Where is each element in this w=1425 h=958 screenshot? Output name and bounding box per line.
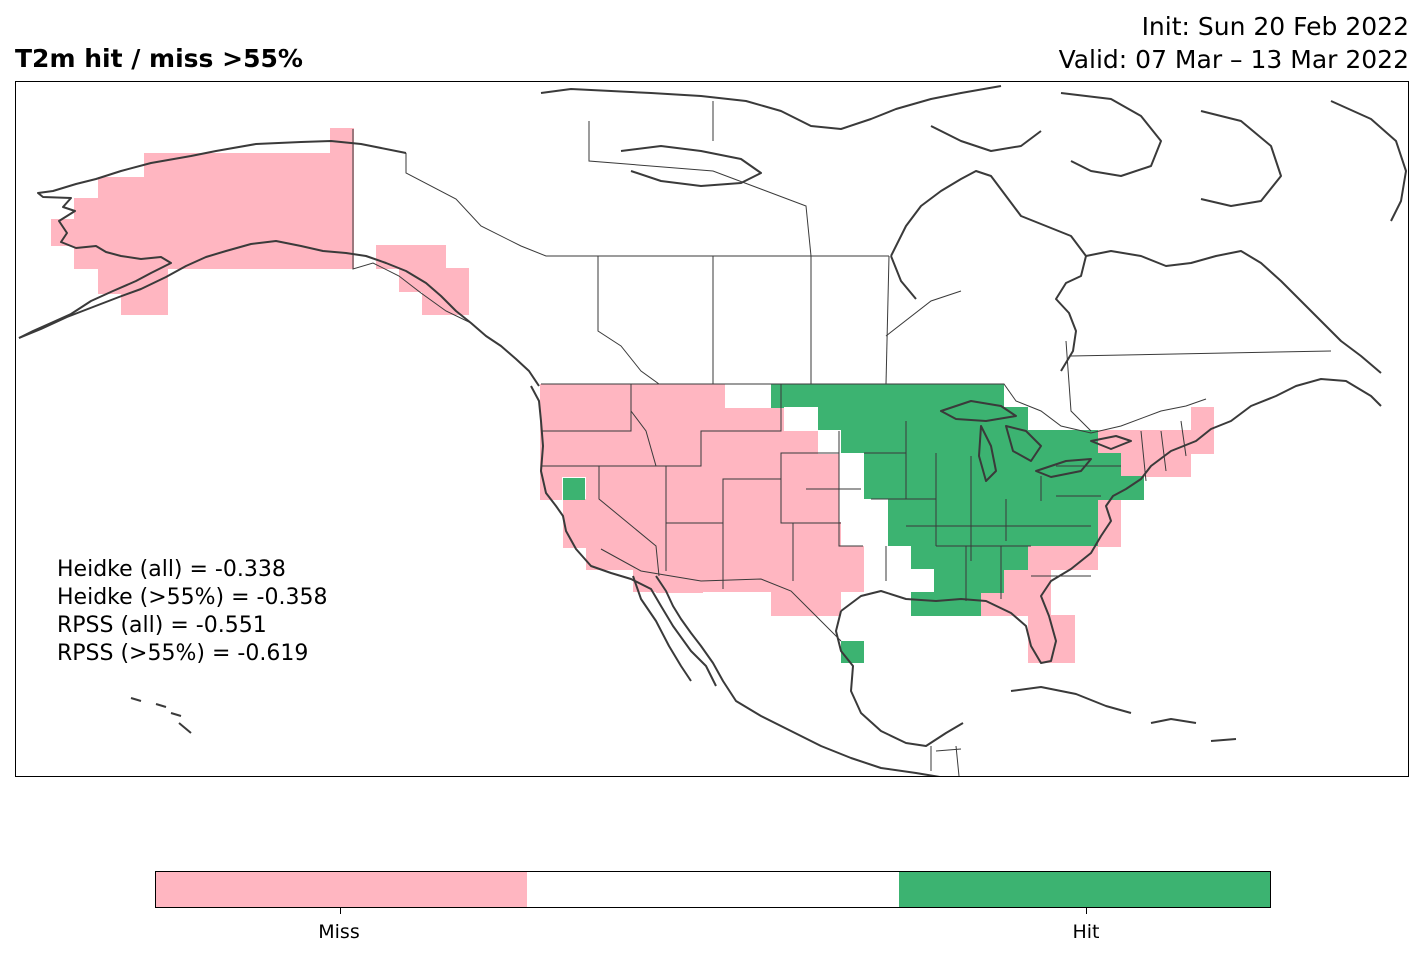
miss-cell [540, 384, 725, 408]
date-info: Init: Sun 20 Feb 2022 Valid: 07 Mar – 13… [1059, 10, 1409, 76]
miss-cell [1028, 546, 1098, 570]
miss-cell [399, 268, 469, 292]
miss-cell [74, 198, 354, 220]
miss-cell [74, 245, 354, 269]
miss-cell [540, 430, 818, 454]
hit-cell [911, 592, 981, 616]
miss-cell [656, 591, 703, 593]
miss-cell [633, 569, 864, 592]
white-cell [839, 499, 888, 522]
no-signal-cells [725, 384, 934, 592]
hit-cell [841, 430, 1074, 454]
miss-cell [1098, 430, 1214, 454]
colorbar-hit-segment [898, 872, 1270, 907]
rpss-55: RPSS (>55%) = -0.619 [57, 641, 309, 666]
heidke-55: Heidke (>55%) = -0.358 [57, 585, 328, 610]
white-cell [725, 384, 771, 408]
hit-cell [911, 546, 1028, 570]
white-cell [888, 546, 911, 570]
miss-cell [51, 219, 354, 246]
colorbar [155, 871, 1271, 908]
hit-cell [888, 499, 1098, 523]
miss-cell [1191, 407, 1214, 431]
miss-cell [121, 291, 168, 315]
init-date: Init: Sun 20 Feb 2022 [1141, 12, 1409, 41]
colorbar-tick-miss [340, 908, 341, 914]
miss-cell [771, 591, 841, 616]
colorbar-label-hit: Hit [1072, 921, 1100, 943]
coastlines [18, 85, 1407, 776]
miss-cell [586, 476, 839, 500]
hit-cell [841, 641, 864, 663]
rpss-all: RPSS (all) = -0.551 [57, 613, 267, 638]
hit-cell [934, 569, 1004, 593]
miss-cell [563, 499, 839, 523]
skill-scores: Heidke (all) = -0.338 Heidke (>55%) = -0… [57, 556, 327, 668]
white-cell [784, 407, 818, 431]
miss-cell [422, 291, 469, 315]
map-svg [18, 85, 1407, 776]
hit-cell [771, 384, 1004, 408]
miss-cell [540, 476, 562, 500]
colorbar-tick-hit [1086, 908, 1087, 914]
map-title: T2m hit / miss >55% [15, 44, 303, 73]
miss-cells [51, 128, 1214, 663]
miss-cell [540, 453, 839, 477]
white-cell [898, 569, 934, 592]
miss-cell [586, 546, 864, 570]
colorbar-neutral-segment [527, 872, 899, 907]
colorbar-label-miss: Miss [318, 921, 360, 943]
white-cell [863, 522, 888, 546]
valid-range: Valid: 07 Mar – 13 Mar 2022 [1058, 45, 1409, 74]
miss-cell [144, 153, 354, 180]
borders [352, 101, 1332, 776]
hit-cell [563, 478, 585, 500]
miss-cell [1121, 453, 1191, 477]
miss-cell [98, 177, 354, 201]
miss-cell [1004, 569, 1051, 593]
white-cell [839, 453, 864, 500]
miss-cell [563, 522, 841, 548]
white-cell [818, 430, 841, 454]
miss-cell [540, 407, 784, 431]
colorbar-miss-segment [156, 872, 528, 907]
heidke-all: Heidke (all) = -0.338 [57, 557, 286, 582]
map-panel [15, 81, 1409, 777]
miss-cell [376, 245, 446, 269]
